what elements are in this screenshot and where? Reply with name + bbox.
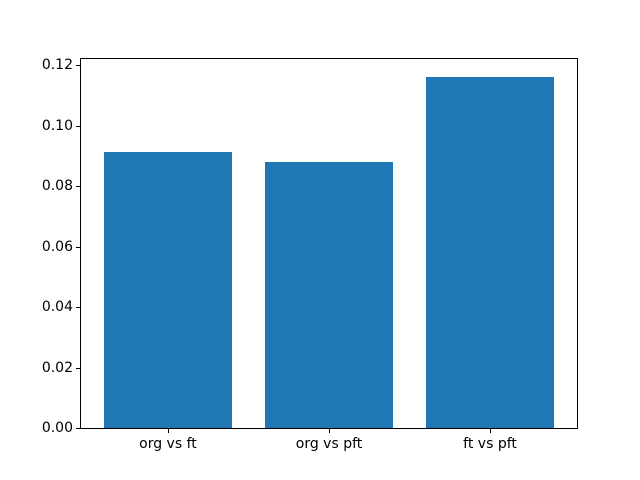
y-tick-mark	[76, 246, 80, 248]
x-tick-mark	[329, 429, 330, 433]
y-tick-mark	[76, 125, 80, 127]
y-tick-label: 0.08	[41, 178, 73, 195]
y-tick-mark	[76, 428, 80, 429]
x-tick-label: org vs ft	[139, 436, 197, 452]
y-tick-label: 0.10	[41, 117, 73, 134]
y-tick-label: 0.02	[41, 359, 73, 376]
x-tick-mark	[167, 429, 169, 433]
y-tick-label: 0.12	[41, 57, 73, 74]
x-tick-label: ft vs pft	[463, 436, 517, 452]
x-tick-label: org vs pft	[295, 436, 363, 452]
y-tick-label: 0.06	[41, 238, 73, 255]
bar-ft-vs-pft	[425, 76, 555, 428]
y-tick-label: 0.04	[41, 299, 73, 316]
y-tick-mark	[76, 186, 80, 188]
y-tick-label: 0.00	[41, 420, 73, 436]
bar-org-vs-pft	[264, 161, 394, 428]
bar-org-vs-ft	[103, 151, 233, 428]
y-tick-mark	[76, 367, 80, 369]
y-tick-mark	[76, 65, 80, 67]
axes: 0.00 0.02 0.04 0.06 0.08 0.10 0.12 org vs ft org…	[42, 57, 578, 452]
x-tick-mark	[490, 429, 492, 433]
y-tick-mark	[76, 307, 80, 309]
